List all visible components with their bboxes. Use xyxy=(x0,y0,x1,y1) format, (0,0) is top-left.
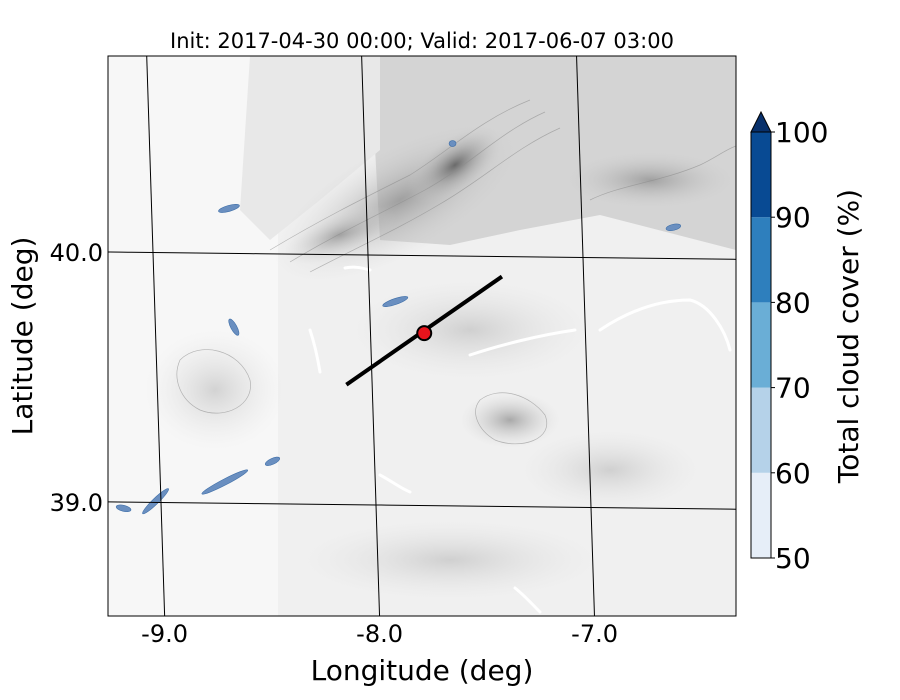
y-axis-label: Latitude (deg) xyxy=(6,237,39,436)
terrain-southeast-hills xyxy=(520,430,700,510)
y-ticks: 39.0 40.0 xyxy=(50,239,103,517)
colorbar-tick-label: 70 xyxy=(775,372,811,405)
map-panel xyxy=(108,56,736,616)
colorbar-tick-label: 90 xyxy=(775,201,811,234)
terrain-south-hill xyxy=(460,392,560,448)
cloud-patches xyxy=(115,140,681,515)
graticule xyxy=(108,56,736,616)
x-tick-label: -9.0 xyxy=(141,620,188,648)
colorbar-extend-arrow xyxy=(750,110,772,133)
cloud-patch xyxy=(448,140,457,147)
x-axis-label: Longitude (deg) xyxy=(311,654,534,687)
colorbar-tick-label: 100 xyxy=(775,116,828,149)
point-marker xyxy=(416,325,433,342)
colorbar-tick-label: 50 xyxy=(775,542,811,575)
colorbar-segment xyxy=(751,302,771,388)
meridian-line xyxy=(146,56,166,616)
colorbar: 50 60 70 80 90 100 xyxy=(750,110,828,575)
map-frame xyxy=(107,55,737,617)
colorbar-segment xyxy=(751,472,771,558)
rivers xyxy=(308,265,732,614)
chart-title: Init: 2017-04-30 00:00; Valid: 2017-06-0… xyxy=(170,29,674,53)
meridian-line xyxy=(576,56,595,616)
terrain-contours xyxy=(176,99,736,445)
terrain-central-hills xyxy=(350,280,590,380)
terrain-west-hills xyxy=(145,330,285,450)
cross-section xyxy=(345,274,504,387)
x-ticks: -9.0 -8.0 -7.0 xyxy=(141,620,618,648)
cloud-patch xyxy=(264,456,281,466)
cloud-patch xyxy=(218,203,240,213)
cloud-patch xyxy=(665,223,681,231)
terrain-south-lowland xyxy=(300,520,600,600)
terrain-northeast-hills xyxy=(560,150,736,210)
cloud-patch xyxy=(115,504,132,513)
parallel-line xyxy=(108,501,736,510)
cloud-patch xyxy=(228,318,240,336)
colorbar-segment xyxy=(751,217,771,303)
parallel-line xyxy=(108,251,736,260)
terrain-north-upland xyxy=(240,56,380,240)
terrain-ridge-peak xyxy=(407,125,503,205)
x-tick-label: -7.0 xyxy=(571,620,618,648)
colorbar-frame xyxy=(750,131,772,559)
colorbar-label: Total cloud cover (%) xyxy=(832,189,865,484)
y-tick-label: 40.0 xyxy=(50,239,103,267)
y-tick-label: 39.0 xyxy=(50,489,103,517)
cloud-patch xyxy=(142,488,169,515)
cloud-patch xyxy=(201,469,249,495)
cloud-patch xyxy=(382,296,409,307)
colorbar-tick-label: 60 xyxy=(775,457,811,490)
colorbar-segment xyxy=(751,387,771,473)
colorbar-tick-label: 80 xyxy=(775,286,811,319)
meridian-line xyxy=(361,56,381,616)
x-tick-label: -8.0 xyxy=(356,620,403,648)
colorbar-segment xyxy=(751,132,771,218)
